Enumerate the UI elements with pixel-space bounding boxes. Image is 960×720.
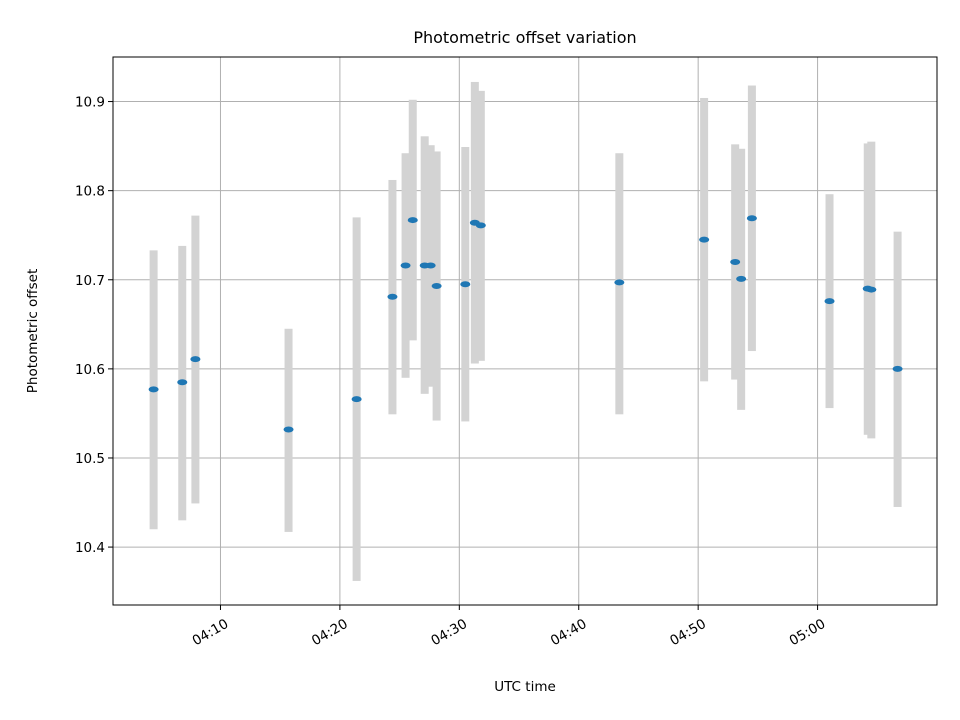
data-point — [475, 222, 486, 229]
data-point — [351, 396, 362, 403]
y-axis-label: Photometric offset — [25, 269, 41, 393]
data-point — [892, 365, 903, 372]
data-point — [824, 298, 835, 305]
data-point — [614, 279, 625, 286]
y-tick-label: 10.8 — [75, 184, 105, 200]
y-tick-label: 10.5 — [75, 451, 105, 467]
data-point — [431, 283, 442, 290]
y-tick-label: 10.6 — [75, 362, 105, 378]
data-point — [736, 275, 747, 282]
data-point — [866, 286, 877, 293]
plot-area — [113, 57, 937, 605]
data-point — [148, 386, 159, 393]
data-point — [407, 217, 418, 224]
data-point — [460, 281, 471, 288]
data-point — [177, 379, 188, 386]
y-axis-ticks: 10.4 10.5 10.6 10.7 10.8 10.9 — [75, 95, 113, 556]
data-point — [425, 262, 436, 269]
y-tick-label: 10.4 — [75, 540, 105, 556]
data-points — [148, 215, 903, 433]
data-point — [190, 356, 201, 363]
y-tick-label: 10.7 — [75, 273, 105, 289]
chart-title: Photometric offset variation — [413, 28, 636, 47]
x-axis-label: UTC time — [494, 679, 556, 695]
data-point — [746, 215, 757, 222]
data-point — [730, 258, 741, 265]
data-point — [699, 236, 710, 243]
data-point — [283, 426, 294, 433]
y-tick-label: 10.9 — [75, 95, 105, 111]
data-point — [387, 293, 398, 300]
grid-lines — [113, 57, 937, 605]
data-point — [400, 262, 411, 269]
plot-frame — [112, 56, 938, 606]
